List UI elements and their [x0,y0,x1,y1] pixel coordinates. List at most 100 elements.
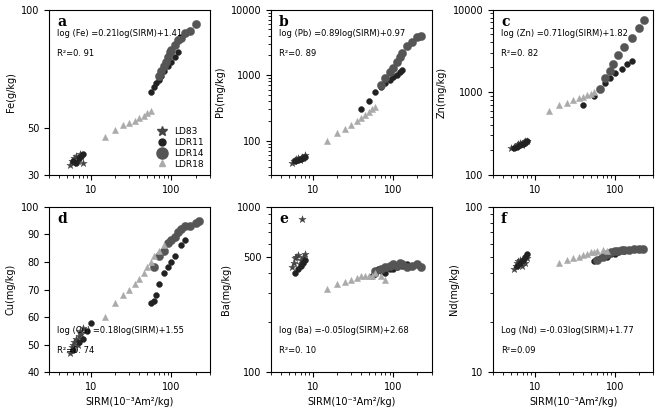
Point [145,259,156,265]
Point [634,25,645,31]
Point [291,253,302,260]
Point [513,258,523,264]
Point [554,102,564,108]
Point [300,152,310,159]
Point [516,142,527,149]
Point [592,248,602,254]
Point [616,66,627,72]
Point [600,74,610,81]
Point [367,273,378,280]
Point [397,261,408,268]
Point [68,347,78,354]
Point [608,61,619,67]
Point [162,240,173,246]
Point [394,69,405,76]
Text: e: e [279,212,288,226]
Point [376,82,386,88]
Point [367,106,378,113]
Point [582,251,592,257]
Text: d: d [57,212,67,226]
Point [595,85,606,92]
Point [86,319,96,326]
Text: R²=0. 89: R²=0. 89 [279,49,316,58]
Y-axis label: Fe(g/kg): Fe(g/kg) [5,72,16,112]
Point [74,150,85,157]
Point [300,256,310,263]
Point [175,35,186,41]
Point [376,268,386,274]
Point [290,269,301,276]
Point [356,273,366,280]
Point [156,68,167,74]
Point [394,259,405,266]
Point [517,256,528,263]
Point [589,89,600,95]
Y-axis label: Zn(mg/kg): Zn(mg/kg) [437,66,447,118]
Point [71,160,82,166]
Point [515,256,525,263]
Point [397,49,408,56]
Point [158,68,169,74]
Point [180,223,190,230]
Point [287,264,297,271]
Point [67,157,78,164]
Point [561,256,572,263]
Point [412,34,422,40]
Point [322,285,332,292]
Point [384,263,395,269]
Point [148,264,159,271]
Point [515,142,525,148]
Point [595,85,606,92]
Point [118,292,129,298]
Y-axis label: Cu(mg/kg): Cu(mg/kg) [5,264,16,315]
Text: R²=0. 91: R²=0. 91 [57,49,94,58]
Point [351,275,362,282]
X-axis label: SIRM(10⁻³Am²/kg): SIRM(10⁻³Am²/kg) [85,397,173,408]
Text: Log (Nd) =-0.03log(SIRM)+1.77: Log (Nd) =-0.03log(SIRM)+1.77 [501,326,634,335]
Point [412,261,422,268]
Point [322,137,332,144]
Point [130,117,140,124]
Point [619,44,629,50]
Point [300,153,310,160]
Point [518,256,529,263]
Point [118,122,129,128]
Point [180,30,190,36]
Point [175,242,186,249]
Point [511,263,521,269]
X-axis label: SIRM(10⁻³Am²/kg): SIRM(10⁻³Am²/kg) [529,397,617,408]
Point [339,126,350,132]
Point [578,252,588,259]
Point [610,70,620,76]
Point [520,138,530,145]
Point [78,336,89,342]
Point [370,89,381,95]
Point [582,92,592,98]
Point [402,43,413,49]
Point [162,53,173,60]
Point [384,266,395,273]
Point [616,247,627,253]
Point [626,57,637,64]
Y-axis label: Pb(mg/kg): Pb(mg/kg) [215,67,225,117]
Point [509,145,519,152]
Point [73,155,84,161]
Point [589,258,600,264]
Text: R²=0. 82: R²=0. 82 [501,49,538,58]
Point [509,143,519,150]
Point [166,259,177,265]
Point [72,157,83,164]
Point [298,259,308,266]
Point [166,46,177,53]
Point [397,66,408,73]
Point [154,281,164,287]
Point [162,264,173,271]
Point [610,251,620,257]
Point [589,249,600,256]
Point [298,155,308,161]
Point [522,251,532,257]
Point [600,79,610,86]
Point [522,137,532,144]
Text: R²=0. 74: R²=0. 74 [57,346,94,355]
Point [82,328,93,334]
